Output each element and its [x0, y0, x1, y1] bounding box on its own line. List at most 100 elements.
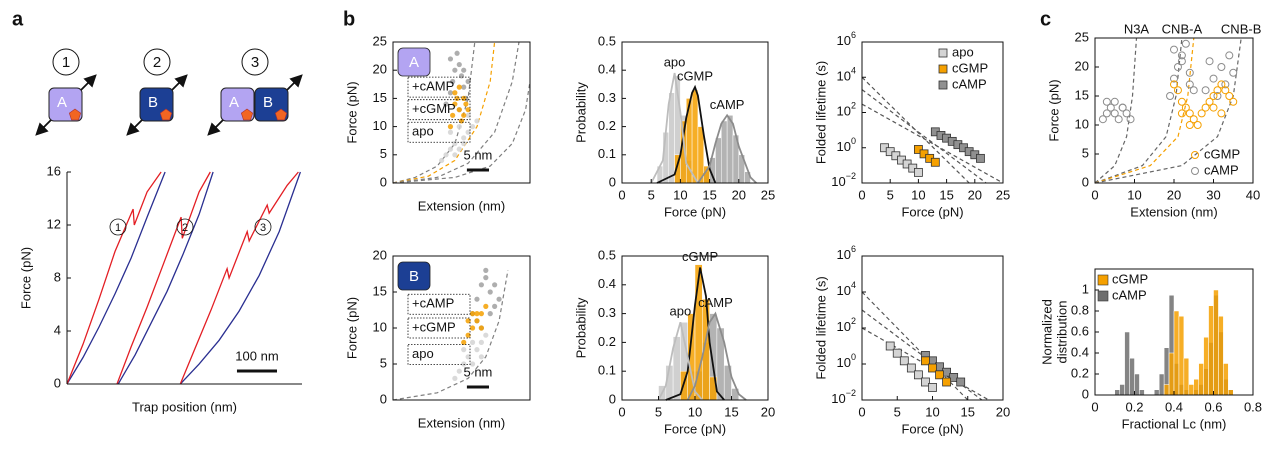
data-point — [474, 311, 480, 317]
data-point — [1213, 86, 1222, 95]
tick-label: 5 — [1082, 145, 1089, 160]
data-point — [899, 356, 909, 366]
bar — [715, 137, 722, 184]
series-label: cGMP — [677, 69, 713, 84]
bar — [1183, 358, 1190, 396]
data-point — [1201, 103, 1210, 112]
construct-number-circle — [241, 48, 269, 76]
tick-label: 106 — [837, 244, 856, 262]
tick-label: 15 — [702, 187, 716, 202]
legend-swatch — [938, 80, 948, 90]
data-point — [465, 78, 471, 85]
x-axis-label: Force (pN) — [901, 204, 963, 219]
data-point — [461, 67, 467, 73]
data-point — [1217, 109, 1226, 118]
fit-curve — [1094, 37, 1242, 184]
data-point — [914, 370, 923, 380]
data-point — [474, 296, 480, 302]
bar — [1188, 384, 1194, 396]
y-axis-label: Folded lifetime (s) — [813, 61, 828, 164]
tick-label: 20 — [968, 187, 982, 202]
tick-label-exponent: −2 — [846, 388, 856, 398]
fit-curve — [650, 72, 699, 184]
data-point — [1213, 92, 1222, 100]
bar — [1124, 331, 1130, 396]
ligand — [68, 108, 82, 121]
tick-label: 20 — [373, 247, 387, 262]
tick-label: 0.5 — [598, 33, 616, 48]
chart-panel: N3A CNB-A CNB-B 0 10 20 30 40 0 5 10 15 20 25 Extensio… — [1046, 21, 1261, 219]
data-point — [461, 347, 467, 353]
fit-curve — [656, 84, 717, 184]
bar — [1213, 289, 1219, 396]
data-point — [483, 275, 489, 281]
data-point — [469, 361, 476, 367]
data-point — [1181, 39, 1190, 48]
y-axis-label: Folded lifetime (s) — [813, 276, 828, 379]
panel-label: b — [343, 8, 355, 30]
x-axis-label: Extension (nm) — [1130, 204, 1217, 219]
data-point — [928, 383, 937, 392]
bar — [1218, 316, 1224, 396]
x-axis-label: Extension (nm) — [418, 198, 505, 213]
fit-curve — [861, 89, 987, 184]
pull-arrow — [78, 74, 97, 93]
tick-label-base: 10 — [837, 247, 851, 262]
level-box — [407, 76, 471, 98]
fit-curve — [861, 309, 983, 401]
data-point — [935, 370, 944, 380]
data-point — [450, 78, 456, 85]
plot-frame — [861, 255, 1004, 401]
data-point — [1189, 86, 1198, 95]
pull-arrow — [207, 117, 226, 136]
bar — [1129, 358, 1135, 396]
data-point — [1102, 109, 1111, 118]
tick-label: 20 — [761, 404, 775, 419]
tick-label: 15 — [373, 90, 387, 105]
tick-label-base: 10 — [837, 33, 851, 48]
bar — [721, 120, 728, 184]
data-point — [461, 84, 467, 90]
data-point — [483, 267, 489, 273]
data-point — [1229, 68, 1238, 77]
tick-label: 5 — [655, 404, 662, 419]
tick-label: 25 — [1075, 29, 1089, 44]
data-point — [1110, 109, 1119, 118]
data-point — [496, 296, 502, 302]
data-point — [930, 157, 940, 167]
data-point — [1181, 103, 1190, 112]
level-box — [407, 293, 471, 315]
tick-label: 10 — [911, 187, 925, 202]
data-point — [1201, 86, 1210, 95]
construct-number: 3 — [251, 54, 259, 71]
data-point — [1205, 97, 1214, 106]
tick-label: 15 — [961, 404, 975, 419]
bar — [1193, 379, 1199, 396]
construct-number: 1 — [62, 54, 70, 71]
badge — [397, 47, 431, 77]
data-point — [452, 90, 458, 96]
legend-label: cGMP — [1204, 146, 1240, 161]
panel-label: a — [12, 8, 24, 30]
data-point — [447, 90, 454, 96]
tick-label: 25 — [373, 33, 387, 48]
tick-label: 30 — [1206, 187, 1220, 202]
data-point — [956, 377, 966, 387]
tick-label-exponent: 0 — [851, 136, 856, 146]
data-point — [949, 373, 959, 382]
chart-panel: 0 5 10 15 20 Extension (nm) Force (pN) +cAMP +cG… — [344, 247, 531, 430]
tick-label: 102 — [837, 316, 856, 334]
chart-panel: 0 5 10 15 20 25 Extension (nm) Force (pN) +cAMP +… — [344, 33, 531, 213]
tick-label-exponent: 6 — [851, 244, 856, 254]
tick-label: 10 — [1075, 116, 1089, 131]
data-point — [443, 152, 449, 158]
data-point — [452, 140, 458, 147]
data-point — [1098, 115, 1107, 124]
y-axis-label: distribution — [1054, 301, 1069, 364]
bar — [1208, 305, 1214, 396]
data-point — [474, 347, 480, 353]
data-point — [465, 112, 471, 118]
tick-label: 15 — [724, 404, 738, 419]
data-point — [452, 152, 458, 158]
fit-curve — [392, 41, 520, 184]
